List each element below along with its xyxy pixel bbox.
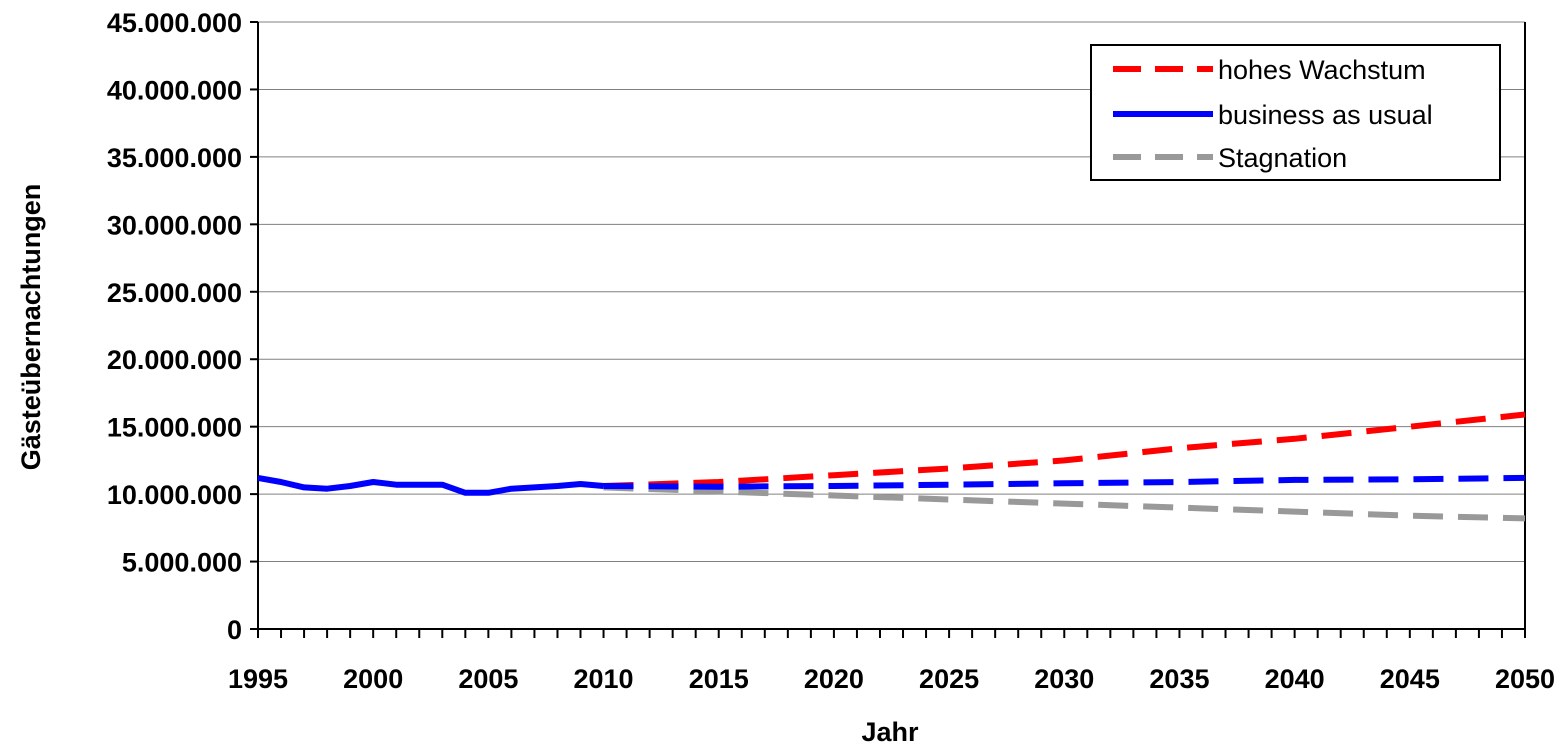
x-axis-title: Jahr	[861, 717, 919, 747]
x-tick-label: 2035	[1149, 664, 1209, 694]
y-tick-label: 25.000.000	[107, 278, 242, 308]
y-tick-label: 5.000.000	[122, 548, 242, 578]
x-tick-label: 2010	[574, 664, 634, 694]
x-tick-label: 2020	[804, 664, 864, 694]
x-tick-label: 2005	[458, 664, 518, 694]
legend-label-hohes-wachstum: hohes Wachstum	[1218, 55, 1426, 85]
y-tick-label: 45.000.000	[107, 8, 242, 38]
series-line-stagnation	[603, 484, 1526, 522]
y-tick-label: 40.000.000	[107, 75, 242, 105]
series-line-hohes-wachstum	[603, 411, 1526, 489]
x-tick-label: 2050	[1495, 664, 1555, 694]
y-tick-label: 20.000.000	[107, 345, 242, 375]
y-tick-label: 0	[227, 615, 242, 645]
series-line-historical	[257, 474, 604, 496]
x-tick-label: 1995	[228, 664, 288, 694]
x-tick-label: 2015	[689, 664, 749, 694]
legend-label-stagnation: Stagnation	[1218, 143, 1347, 173]
x-tick-label: 2045	[1380, 664, 1440, 694]
series-lines	[257, 411, 1526, 522]
series-line-business-as-usual	[603, 474, 1526, 490]
legend: hohes Wachstum business as usual Stagnat…	[1090, 44, 1501, 181]
y-tick-label: 30.000.000	[107, 210, 242, 240]
y-axis-title: Gästeübernachtungen	[16, 184, 46, 471]
x-tick-label: 2040	[1265, 664, 1325, 694]
x-tick-label: 2000	[343, 664, 403, 694]
y-tick-label: 35.000.000	[107, 143, 242, 173]
legend-label-business-as-usual: business as usual	[1218, 100, 1433, 130]
x-tick-label: 2030	[1034, 664, 1094, 694]
x-tick-label: 2025	[919, 664, 979, 694]
y-tick-label: 10.000.000	[107, 480, 242, 510]
axes: 0 5.000.000 10.000.000 15.000.000 20.000.000…	[107, 8, 1555, 694]
y-tick-label: 15.000.000	[107, 413, 242, 443]
